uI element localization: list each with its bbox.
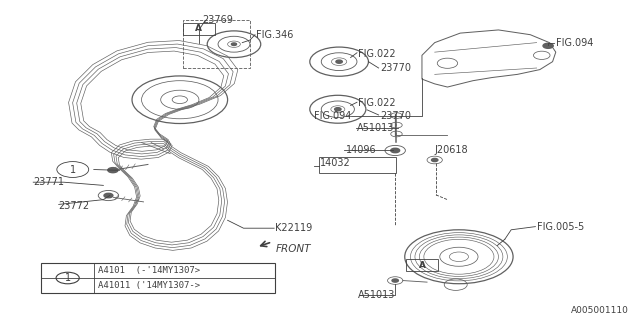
Text: A41011 ('14MY1307->: A41011 ('14MY1307-> bbox=[99, 281, 200, 290]
Text: FIG.005-5: FIG.005-5 bbox=[537, 222, 584, 232]
Text: A51013: A51013 bbox=[358, 290, 396, 300]
Circle shape bbox=[431, 158, 438, 162]
Circle shape bbox=[232, 43, 237, 45]
Text: 1: 1 bbox=[70, 164, 76, 174]
Text: 14096: 14096 bbox=[346, 146, 376, 156]
Circle shape bbox=[336, 60, 342, 63]
Text: 23771: 23771 bbox=[33, 177, 64, 187]
Text: J20618: J20618 bbox=[435, 146, 468, 156]
Text: 14032: 14032 bbox=[320, 157, 351, 168]
Text: A005001110: A005001110 bbox=[571, 306, 629, 315]
Text: 23772: 23772 bbox=[59, 201, 90, 211]
Circle shape bbox=[543, 43, 553, 48]
Text: A: A bbox=[419, 260, 426, 269]
Circle shape bbox=[108, 168, 118, 173]
Text: K22119: K22119 bbox=[275, 223, 313, 233]
Circle shape bbox=[104, 193, 113, 198]
Text: FIG.022: FIG.022 bbox=[358, 49, 396, 59]
Text: FIG.094: FIG.094 bbox=[314, 111, 352, 121]
Text: A4101  (-'14MY1307>: A4101 (-'14MY1307> bbox=[99, 266, 200, 275]
Text: 23769: 23769 bbox=[203, 15, 234, 25]
Text: FIG.094: FIG.094 bbox=[556, 38, 593, 48]
Text: 23770: 23770 bbox=[381, 63, 412, 73]
Text: FIG.022: FIG.022 bbox=[358, 98, 396, 108]
Circle shape bbox=[392, 279, 398, 282]
Text: A: A bbox=[195, 24, 202, 33]
Text: 1: 1 bbox=[65, 273, 71, 283]
Circle shape bbox=[335, 108, 341, 111]
Circle shape bbox=[391, 148, 399, 153]
Text: FRONT: FRONT bbox=[275, 244, 311, 254]
Text: FIG.346: FIG.346 bbox=[256, 30, 294, 40]
Text: A51013: A51013 bbox=[357, 123, 394, 133]
Text: 23770: 23770 bbox=[381, 111, 412, 121]
